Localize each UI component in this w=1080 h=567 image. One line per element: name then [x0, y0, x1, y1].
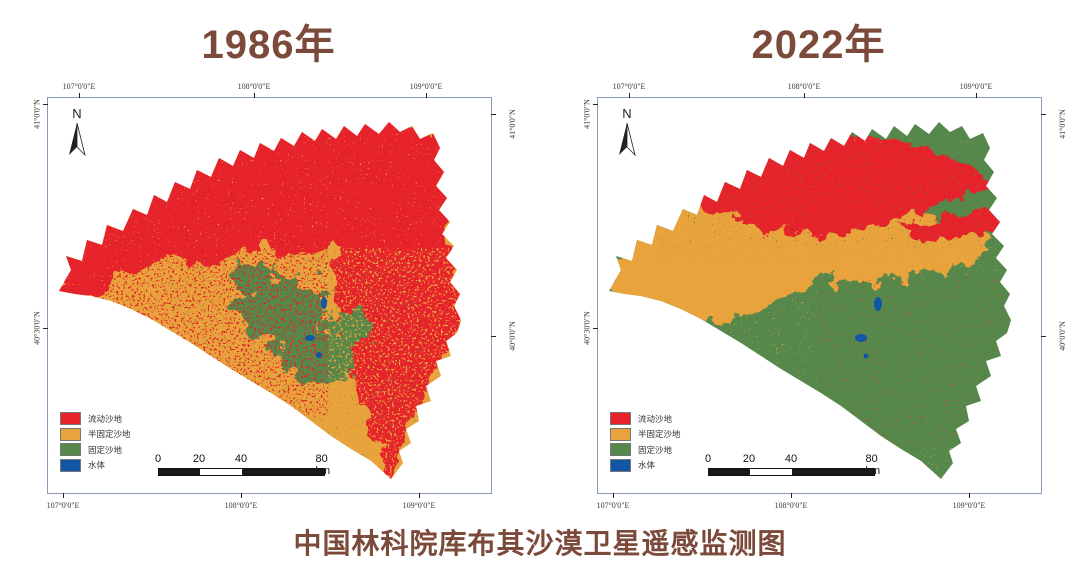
map-raster-1986 [59, 122, 461, 479]
legend-swatch-semifixed-sand [610, 427, 631, 441]
legend-item: 水体 [610, 458, 681, 474]
tick-mark [254, 93, 255, 98]
legend-label: 流动沙地 [88, 413, 123, 424]
tick-mark [976, 93, 977, 98]
map-frame-2022: 107°0'0"E 108°0'0"E 109°0'0"E 107°0'0"E … [583, 82, 1068, 510]
legend-swatch-water [60, 458, 81, 472]
latitude-label: 40°0'0"N [1058, 321, 1068, 351]
tick-mark [593, 104, 598, 105]
tick-mark [593, 328, 598, 329]
scale-bar-segments [708, 468, 875, 476]
scale-bar: 0 20 40 80 km [704, 453, 888, 479]
legend-label: 水体 [638, 460, 656, 471]
legend-item: 半固定沙地 [60, 427, 131, 443]
tick-mark [426, 93, 427, 98]
scale-segment [159, 469, 200, 475]
scale-bar: 0 20 40 80 km [154, 453, 338, 479]
tick-mark [613, 493, 614, 498]
tick-mark [491, 114, 496, 115]
legend-swatch-mobile-sand [610, 412, 631, 426]
map-frame-1986: 107°0'0"E 108°0'0"E 109°0'0"E 107°0'0"E … [33, 82, 518, 510]
longitude-label: 109°0'0"E [959, 82, 993, 91]
north-arrow-icon [619, 122, 636, 157]
legend-item: 固定沙地 [60, 442, 131, 458]
map-title-2022: 2022年 [751, 23, 886, 67]
legend-swatch-mobile-sand [60, 412, 81, 426]
legend-swatch-water [610, 458, 631, 472]
longitude-label: 107°0'0"E [62, 82, 96, 91]
latitude-label: 40°30'0"N [582, 311, 592, 345]
longitude-label: 108°0'0"E [774, 501, 808, 510]
scale-segment [242, 469, 324, 475]
longitude-label: 108°0'0"E [224, 501, 258, 510]
legend-label: 流动沙地 [638, 413, 673, 424]
north-label: N [622, 106, 632, 121]
longitude-label: 109°0'0"E [402, 501, 436, 510]
latitude-label: 41°0'0"N [508, 109, 518, 139]
latitude-label: 41°0'0"N [1058, 109, 1068, 139]
map-panel-2022: 2022年 [583, 0, 1068, 567]
scale-number: 20 [742, 453, 756, 465]
scale-segment [750, 469, 792, 475]
legend-swatch-semifixed-sand [60, 427, 81, 441]
tick-mark [629, 93, 630, 98]
tick-mark [79, 93, 80, 98]
scale-segment [709, 469, 750, 475]
tick-mark [804, 93, 805, 98]
figure-caption: 中国林科院库布其沙漠卫星遥感监测图 [293, 528, 787, 559]
scale-bar-segments [158, 468, 325, 476]
scale-number: 20 [192, 453, 206, 465]
legend-label: 固定沙地 [638, 444, 673, 455]
map-title-1986: 1986年 [201, 23, 336, 67]
north-arrow: N [62, 106, 92, 164]
scale-number: 40 [784, 453, 798, 465]
tick-mark [1041, 336, 1046, 337]
tick-mark [241, 493, 242, 498]
legend-item: 半固定沙地 [610, 427, 681, 443]
north-arrow-icon [69, 122, 86, 157]
longitude-label: 108°0'0"E [787, 82, 821, 91]
legend: 流动沙地 半固定沙地 固定沙地 水体 [610, 411, 681, 473]
latitude-label: 40°30'0"N [32, 311, 42, 345]
scale-segment [792, 469, 874, 475]
legend-item: 流动沙地 [610, 411, 681, 427]
tick-mark [419, 493, 420, 498]
latitude-label: 40°0'0"N [508, 321, 518, 351]
map-panel-1986: 1986年 [33, 0, 518, 567]
tick-mark [491, 336, 496, 337]
legend-swatch-fixed-sand [60, 443, 81, 457]
scale-number: 40 [234, 453, 248, 465]
legend-label: 半固定沙地 [638, 429, 681, 440]
longitude-label: 107°0'0"E [612, 82, 646, 91]
legend-label: 半固定沙地 [88, 429, 131, 440]
north-arrow: N [612, 106, 642, 164]
tick-mark [63, 493, 64, 498]
tick-mark [43, 328, 48, 329]
longitude-label: 109°0'0"E [952, 501, 986, 510]
map-raster-2022 [609, 122, 1011, 479]
legend-label: 固定沙地 [88, 444, 123, 455]
legend-swatch-fixed-sand [610, 443, 631, 457]
tick-mark [43, 104, 48, 105]
scale-number: 0 [154, 453, 162, 465]
legend-item: 流动沙地 [60, 411, 131, 427]
legend: 流动沙地 半固定沙地 固定沙地 水体 [60, 411, 131, 473]
longitude-label: 108°0'0"E [237, 82, 271, 91]
legend-item: 固定沙地 [610, 442, 681, 458]
tick-mark [969, 493, 970, 498]
legend-label: 水体 [88, 460, 106, 471]
legend-item: 水体 [60, 458, 131, 474]
north-label: N [72, 106, 82, 121]
latitude-label: 41°0'0"N [32, 99, 42, 129]
tick-mark [1041, 114, 1046, 115]
longitude-label: 107°0'0"E [596, 501, 630, 510]
longitude-label: 107°0'0"E [46, 501, 80, 510]
longitude-label: 109°0'0"E [409, 82, 443, 91]
scale-segment [200, 469, 242, 475]
scale-number: 0 [704, 453, 712, 465]
tick-mark [791, 493, 792, 498]
latitude-label: 41°0'0"N [582, 99, 592, 129]
